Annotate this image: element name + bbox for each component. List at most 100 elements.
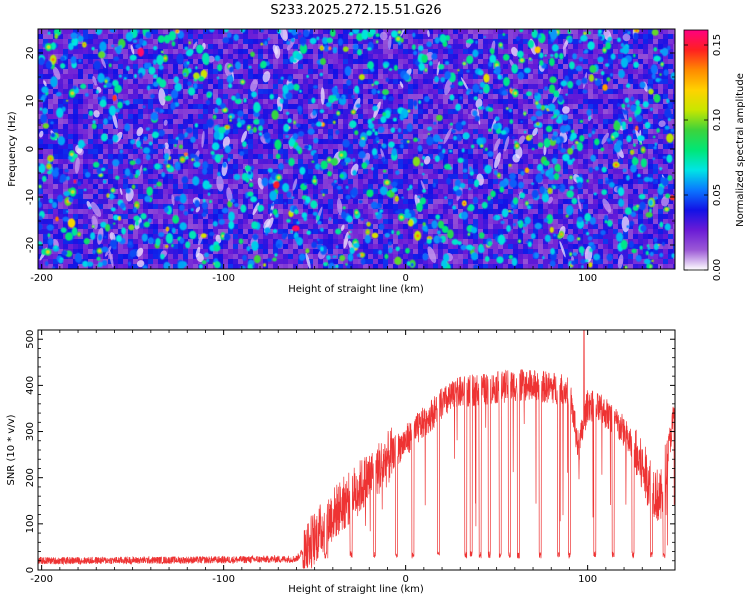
heatmap-cell [368, 49, 374, 55]
heatmap-cell [118, 219, 124, 225]
heatmap-cell [378, 114, 384, 120]
heatmap-cell [543, 164, 549, 170]
heatmap-cell [323, 154, 329, 160]
heatmap-cell [318, 119, 324, 125]
heatmap-cell [548, 204, 554, 210]
heatmap-cell [523, 54, 529, 60]
heatmap-cell [653, 214, 659, 220]
heatmap-cell [183, 84, 189, 90]
heatmap-cell [438, 59, 444, 65]
heatmap-cell [148, 209, 154, 215]
heatmap-cell [618, 64, 624, 70]
heatmap-cell [88, 199, 94, 205]
heatmap-cell [158, 119, 164, 125]
heatmap-cell [233, 84, 239, 90]
heatmap-cell [268, 129, 274, 135]
heatmap-cell [293, 164, 299, 170]
heatmap-cell [463, 219, 469, 225]
heatmap-cell [128, 74, 134, 80]
heatmap-cell [303, 124, 309, 130]
heatmap-cell [113, 209, 119, 215]
heatmap-cell [473, 139, 479, 145]
heatmap-cell [253, 74, 259, 80]
heatmap-cell [613, 74, 619, 80]
heatmap-cell [478, 34, 484, 40]
heatmap-cell [363, 109, 369, 115]
heatmap-cell [648, 64, 654, 70]
heatmap-cell [298, 74, 304, 80]
heatmap-cell [313, 219, 319, 225]
heatmap-cell [198, 149, 204, 155]
heatmap-cell [188, 209, 194, 215]
heatmap-cell [413, 189, 419, 195]
heatmap-cell [248, 69, 254, 75]
heatmap-cell [88, 114, 94, 120]
heatmap-cell [43, 184, 49, 190]
heatmap-cell [218, 74, 224, 80]
heatmap-cell [113, 49, 119, 55]
heatmap-cell [538, 119, 544, 125]
heatmap-cell [73, 199, 79, 205]
heatmap-cell [468, 134, 474, 140]
heatmap-cell [138, 59, 144, 65]
heatmap-cell [483, 189, 489, 195]
heatmap-cell [643, 214, 649, 220]
heatmap-cell [623, 89, 629, 95]
heatmap-cell [203, 194, 209, 200]
heatmap-cell [158, 149, 164, 155]
heatmap-cell [298, 34, 304, 40]
heatmap-cell [558, 159, 564, 165]
heatmap-cell [333, 39, 339, 45]
heatmap-cell [318, 79, 324, 85]
heatmap-cell [273, 74, 279, 80]
heatmap-cell [203, 219, 209, 225]
heatmap-cell [93, 194, 99, 200]
heatmap-cell [478, 189, 484, 195]
heatmap-cell [58, 169, 64, 175]
heatmap-cell [453, 34, 459, 40]
heatmap-cell [428, 159, 434, 165]
heatmap-cell [628, 144, 634, 150]
heatmap-cell [603, 174, 609, 180]
heatmap-cell [663, 54, 669, 60]
heatmap-cell [338, 159, 344, 165]
heatmap-cell [283, 109, 289, 115]
heatmap-cell [473, 134, 479, 140]
heatmap-cell [538, 89, 544, 95]
heatmap-cell [348, 44, 354, 50]
heatmap-cell [503, 119, 509, 125]
heatmap-cell [423, 84, 429, 90]
heatmap-cell [618, 34, 624, 40]
heatmap-cell [158, 154, 164, 160]
heatmap-cell [203, 114, 209, 120]
heatmap-cell [353, 69, 359, 75]
heatmap-cell [673, 209, 675, 215]
heatmap-cell [613, 139, 619, 145]
heatmap-cell [533, 144, 539, 150]
heatmap-cell [658, 194, 664, 200]
heatmap-cell [408, 84, 414, 90]
heatmap-cell [223, 159, 229, 165]
heatmap-cell [253, 64, 259, 70]
heatmap-cell [78, 179, 84, 185]
heatmap-cell [78, 124, 84, 130]
heatmap-cell [593, 119, 599, 125]
heatmap-cell [163, 89, 169, 95]
heatmap-cell [313, 129, 319, 135]
heatmap-cell [303, 209, 309, 215]
heatmap-cell [443, 219, 449, 225]
heatmap-cell [38, 39, 44, 45]
heatmap-cell [283, 149, 289, 155]
heatmap-cell [353, 154, 359, 160]
heatmap-cell [238, 69, 244, 75]
heatmap-cell [183, 184, 189, 190]
heatmap-cell [573, 214, 579, 220]
heatmap-cell [113, 64, 119, 70]
heatmap-cell [198, 154, 204, 160]
heatmap-cell [228, 29, 234, 35]
heatmap-cell [473, 144, 479, 150]
heatmap-cell [118, 214, 124, 220]
heatmap-cell [583, 179, 589, 185]
heatmap-cell [398, 179, 404, 185]
heatmap-cell [393, 124, 399, 130]
